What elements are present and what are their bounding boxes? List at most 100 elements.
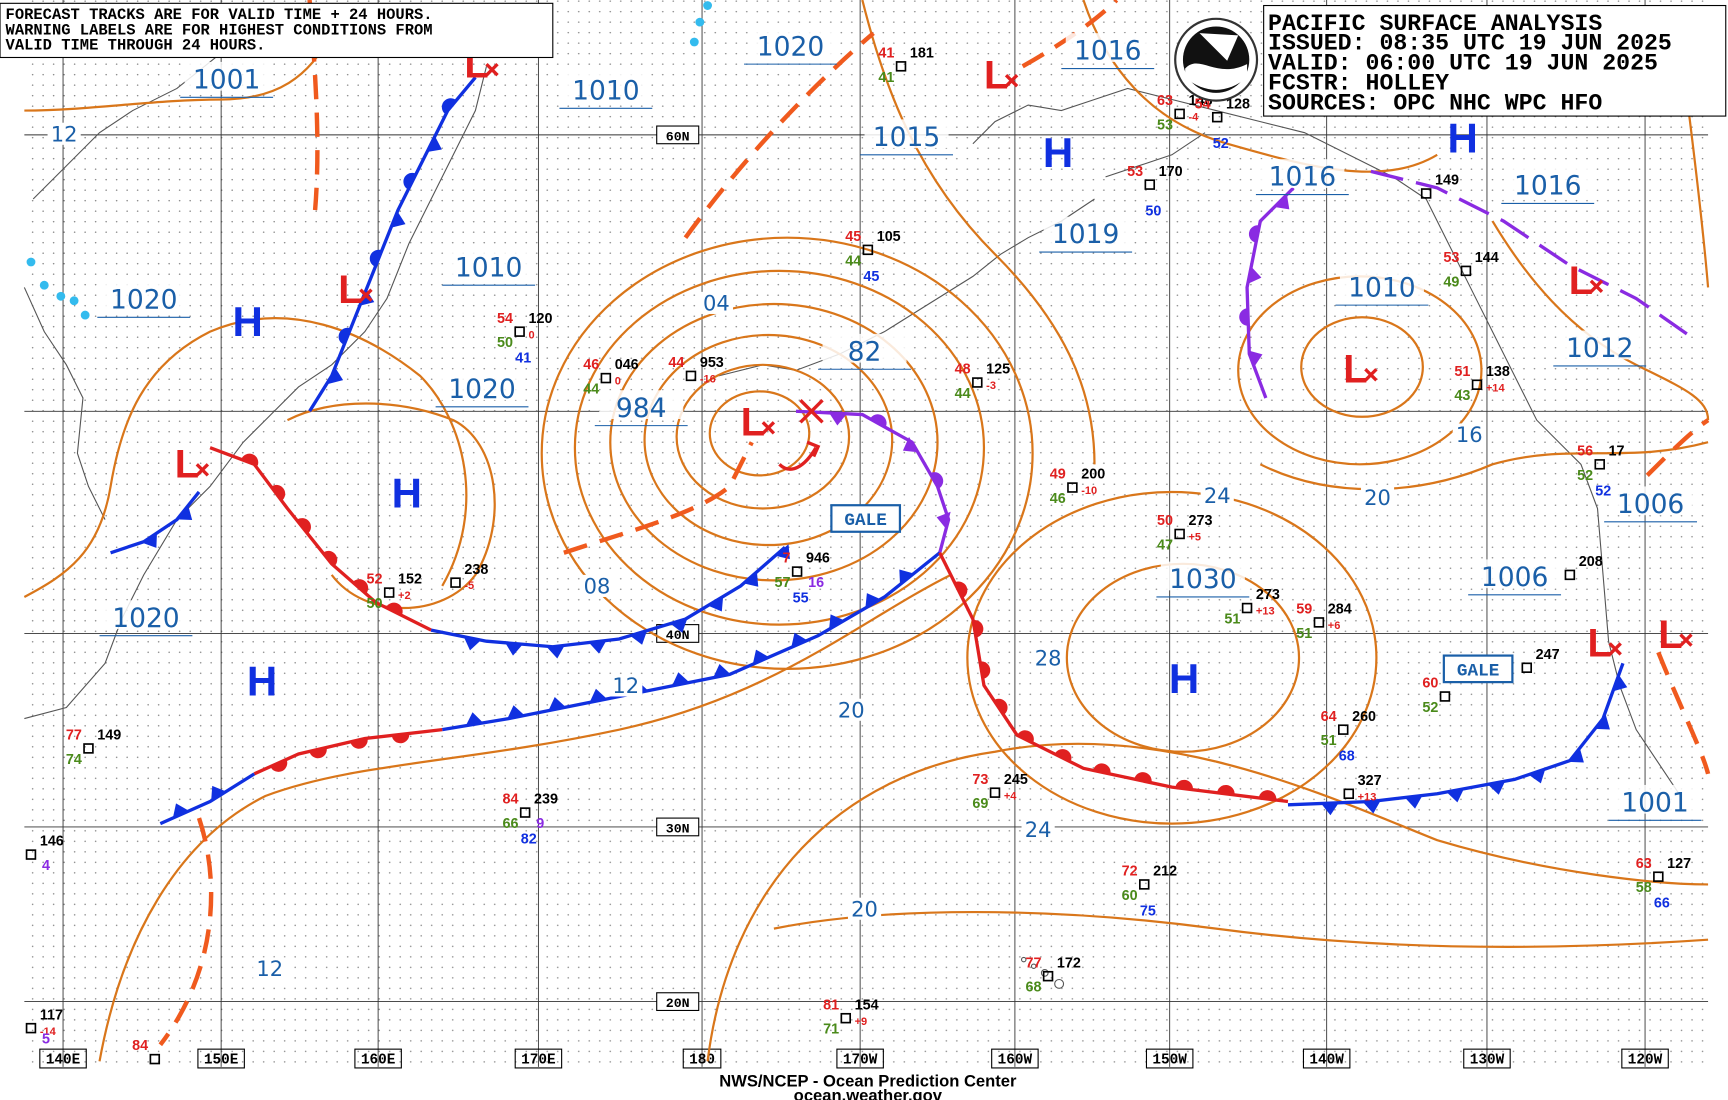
isobar-label: 12 [612,674,639,698]
station-dewpoint: 71 [823,1022,839,1038]
header-line: SOURCES: OPC NHC WPC HFO [1268,90,1602,116]
station-dewpoint: 50 [367,596,383,612]
warning-line: VALID TIME THROUGH 24 HOURS. [6,37,266,55]
station-dewpoint: 47 [1157,537,1173,553]
low-center-x [1679,633,1693,647]
station-marker [514,326,525,337]
station-pressure: 247 [1536,647,1560,663]
longitude-label: 150E [204,1053,239,1069]
station-pressure: 208 [1579,554,1603,570]
isobar-label-bg [1021,818,1055,841]
station-dewpoint: 51 [1321,733,1337,749]
isobar-label: 20 [851,897,878,921]
front-triangle [463,636,482,651]
station-pressure: 172 [1057,955,1081,971]
fronts [110,76,1693,826]
isobar-label-bg [1200,484,1234,507]
station-pressure: 273 [1188,513,1212,529]
station-pressure: 953 [700,355,724,371]
front-triangle [427,136,442,152]
station-tendency: -10 [1081,485,1097,497]
longitude-label: 130W [1470,1053,1505,1069]
pressure-label: 1016 [1074,36,1141,67]
station-pressure: 17 [1609,443,1625,459]
station-pressure: 946 [806,551,830,567]
forecast-tracks [158,0,1711,1047]
isobar-label: 20 [1364,486,1391,510]
pressure-label-bg [446,249,531,279]
pressure-label-bg [101,281,186,311]
station-dewpoint: 52 [1422,700,1438,716]
isobar-label-bg [609,674,643,697]
isobar-label-bg [1452,423,1486,446]
isobar-label: 24 [1025,818,1052,842]
front-semicircle [322,550,338,567]
low-center-x [359,288,373,302]
station-dewpoint: 53 [1157,117,1173,133]
station-temp: 50 [1157,513,1173,529]
low-center: L [1588,622,1612,666]
isobar-label: 24 [1204,484,1231,508]
warning-label-box [830,504,902,533]
low-center: L [175,443,199,487]
isobar-label: 28 [1035,647,1062,671]
station-temp: 51 [1454,364,1470,380]
pressure-label: 1020 [112,603,179,634]
station-marker [1144,179,1156,190]
station-tendency: -5 [464,580,474,592]
station-pressure: 273 [1256,587,1280,603]
pressure-label-bg [1043,216,1128,246]
station-marker [450,577,461,588]
front-triangle [172,803,190,819]
isobar-label-bg [834,698,868,721]
station-marker [1211,111,1223,123]
motion-arrow-head [806,440,821,458]
isobar-label-bg [1031,646,1065,669]
header-line: ISSUED: 08:35 UTC 19 JUN 2025 [1268,31,1672,57]
station-wave: 68 [1339,749,1355,765]
station-marker [1653,871,1664,882]
station-wave: 41 [515,351,531,367]
front-semicircle [973,619,984,638]
low-center: L [741,401,765,445]
station-dewpoint: 69 [972,796,988,812]
longitude-label-box [991,1048,1039,1069]
warning-label: GALE [1457,661,1499,681]
station-marker [1564,569,1576,581]
front-semicircle [296,518,312,534]
graticule: 140E 150E 160E 170E 180 170W 160W 150W 140W 130W 1… [24,0,1709,1069]
front-triangle [791,632,808,648]
front-semicircle [1248,225,1260,243]
station-marker [1343,788,1355,800]
low-center: L [1658,613,1682,657]
station-temp: 45 [845,229,861,245]
station-tendency: -3 [986,380,996,392]
station-dewpoint: 46 [1050,491,1066,507]
front-triangle [775,544,790,560]
high-center: H [1447,115,1477,162]
station-pressure: 154 [855,997,879,1013]
low-center-x [1589,279,1604,294]
front-semicircle [369,249,382,267]
station-wave: 52 [1213,136,1229,152]
pressure-label: 1012 [1566,333,1633,364]
longitude-label-box [682,1048,722,1069]
station-marker [149,1053,161,1065]
front-semicircle [352,579,369,594]
station-dewpoint: 60 [1122,888,1138,904]
front-triangle [1446,788,1464,803]
longitude-label: 150W [1152,1053,1187,1069]
agency-logo [1174,17,1259,102]
front-semicircle [1093,763,1111,775]
station-period: 5 [42,1032,50,1048]
low-center: L [1343,348,1367,392]
front-semicircle [385,602,403,616]
pressure-label-bg [1608,486,1693,516]
pressure-label-bg [184,61,269,91]
station-period: 16 [808,575,824,591]
station-tendency: +9 [855,1016,868,1028]
station-temp: 73 [972,772,988,788]
front-triangle [547,645,565,659]
